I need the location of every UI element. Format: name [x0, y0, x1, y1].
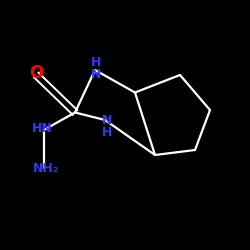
Text: H
N: H N — [91, 56, 102, 81]
Text: N
H: N H — [102, 114, 113, 139]
Text: NH₂: NH₂ — [33, 162, 59, 175]
Text: HN: HN — [32, 122, 53, 135]
Text: O: O — [29, 64, 43, 82]
